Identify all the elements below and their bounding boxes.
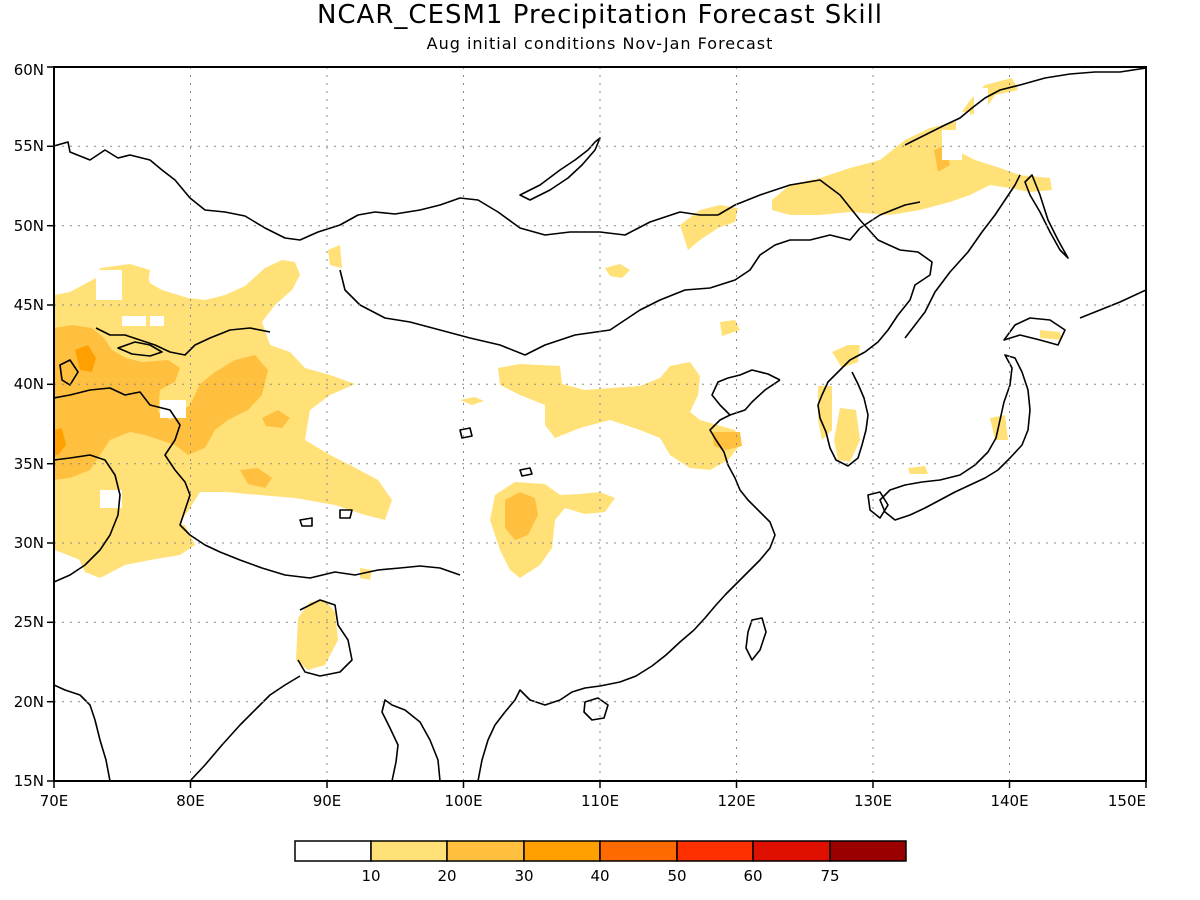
lon-tick-label: 140E xyxy=(990,792,1028,810)
colorbar-box-40 xyxy=(599,840,678,862)
colorbar-box-50 xyxy=(676,840,754,862)
tick-marks xyxy=(47,66,1147,788)
map-subtitle: Aug initial conditions Nov-Jan Forecast xyxy=(426,34,774,53)
lon-tick-label: 90E xyxy=(313,792,342,810)
colorbar-label: 50 xyxy=(667,867,686,885)
colorbar-label: 75 xyxy=(820,867,839,885)
colorbar-box-10 xyxy=(370,840,448,862)
grid-lines xyxy=(54,67,1146,781)
skill-shading xyxy=(54,67,1146,781)
colorbar-box-75 xyxy=(829,840,907,862)
lat-tick-label: 35N xyxy=(14,455,44,473)
colorbar-box-30 xyxy=(523,840,601,862)
lon-tick-label: 100E xyxy=(444,792,482,810)
lat-tick-label: 55N xyxy=(14,137,44,155)
lat-tick-label: 60N xyxy=(14,61,44,79)
colorbar-label: 20 xyxy=(437,867,456,885)
lon-tick-label: 150E xyxy=(1108,792,1146,810)
lat-tick-labels: 15N 20N 25N 30N 35N 40N 45N 50N 55N 60N xyxy=(14,61,44,790)
colorbar-label: 30 xyxy=(514,867,533,885)
lat-tick-label: 30N xyxy=(14,534,44,552)
lon-tick-label: 70E xyxy=(40,792,69,810)
colorbar-label: 40 xyxy=(590,867,609,885)
coastlines xyxy=(54,67,1146,781)
lat-tick-label: 15N xyxy=(14,772,44,790)
lon-tick-label: 130E xyxy=(854,792,892,810)
lat-tick-label: 20N xyxy=(14,693,44,711)
lon-tick-label: 120E xyxy=(717,792,755,810)
lon-tick-labels: 70E 80E 90E 100E 110E 120E 130E 140E 150… xyxy=(40,792,1146,810)
colorbar-label: 60 xyxy=(743,867,762,885)
lat-tick-label: 45N xyxy=(14,296,44,314)
lon-tick-label: 110E xyxy=(581,792,619,810)
lat-tick-label: 40N xyxy=(14,375,44,393)
lat-tick-label: 50N xyxy=(14,217,44,235)
skill-30-40-regions xyxy=(54,345,96,455)
colorbar: 10 20 30 40 50 60 75 xyxy=(294,840,907,885)
colorbar-box-white xyxy=(294,840,372,862)
colorbar-label: 10 xyxy=(361,867,380,885)
lat-tick-label: 25N xyxy=(14,613,44,631)
lon-tick-label: 80E xyxy=(176,792,205,810)
map-title: NCAR_CESM1 Precipitation Forecast Skill xyxy=(316,0,884,30)
colorbar-box-60 xyxy=(752,840,831,862)
skill-10-20-regions xyxy=(54,78,1062,670)
colorbar-box-20 xyxy=(446,840,525,862)
